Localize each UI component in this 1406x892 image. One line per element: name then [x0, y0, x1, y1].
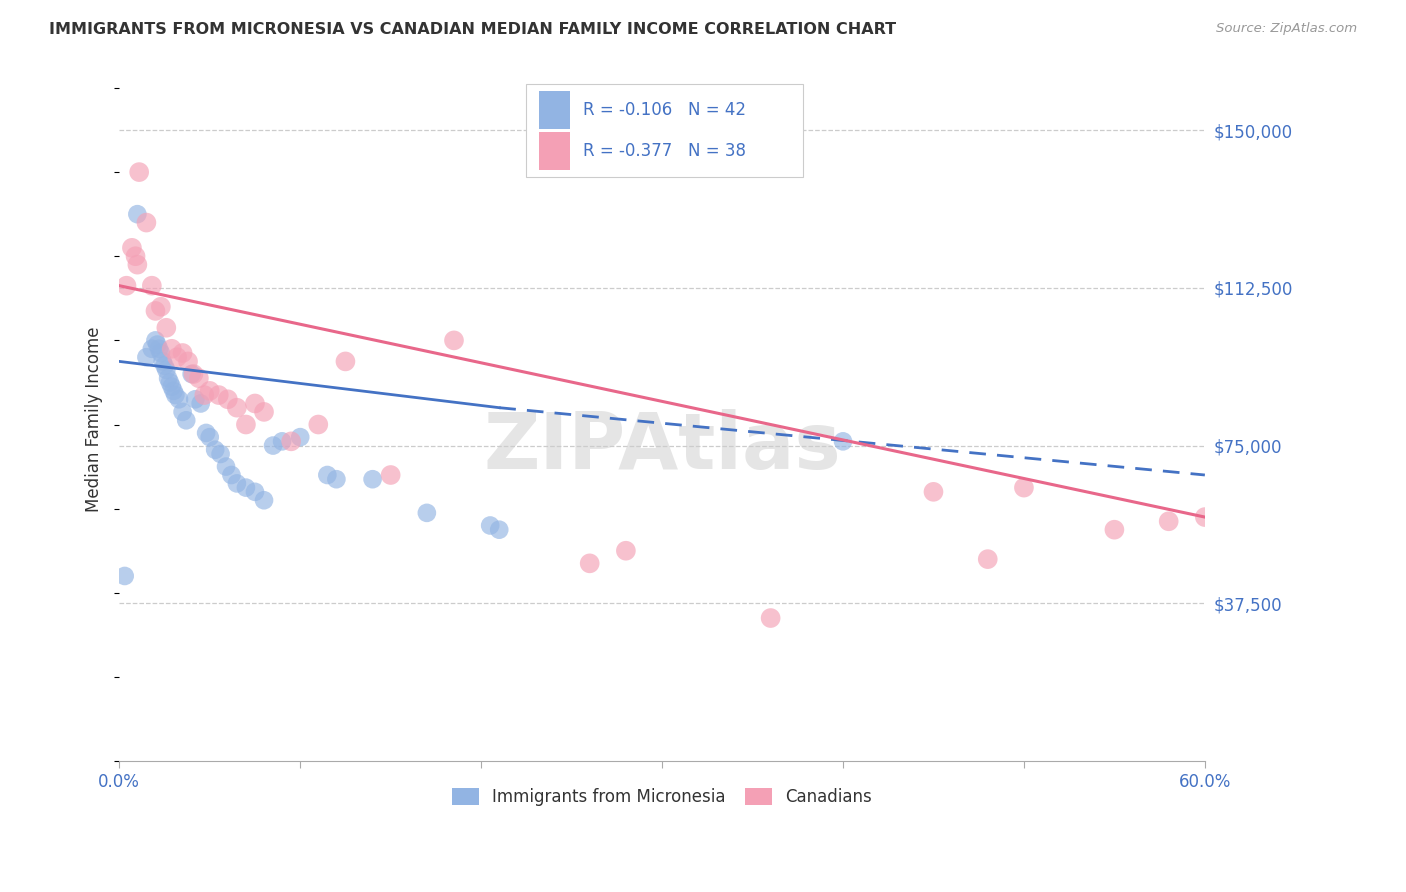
Point [235, 481, 257, 495]
Point [149, 346, 172, 360]
Point [177, 354, 200, 368]
Point [316, 468, 339, 483]
Point [361, 472, 384, 486]
Point [114, 569, 136, 583]
Point [153, 359, 176, 373]
Point [195, 425, 218, 440]
Point [922, 484, 945, 499]
Point [262, 438, 284, 452]
Point [198, 384, 221, 398]
Point [166, 350, 188, 364]
Point [307, 417, 329, 432]
Point [204, 442, 226, 457]
Point [198, 430, 221, 444]
Point [977, 552, 1000, 566]
Point [127, 207, 149, 221]
Point [217, 392, 239, 407]
Point [271, 434, 294, 449]
Point [174, 413, 197, 427]
Point [152, 354, 174, 368]
Point [135, 216, 157, 230]
Point [759, 611, 782, 625]
Point [172, 405, 194, 419]
Point [832, 434, 855, 449]
Point [160, 342, 183, 356]
Point [243, 484, 266, 499]
Point [193, 388, 215, 402]
Point [160, 379, 183, 393]
Point [135, 350, 157, 364]
Point [180, 367, 202, 381]
Point [157, 371, 180, 385]
Point [335, 354, 357, 368]
Point [225, 476, 247, 491]
Point [380, 468, 402, 483]
Point [145, 334, 167, 348]
Point [290, 430, 312, 444]
Point [115, 278, 138, 293]
Point [165, 388, 187, 402]
Point [162, 384, 184, 398]
Text: IMMIGRANTS FROM MICRONESIA VS CANADIAN MEDIAN FAMILY INCOME CORRELATION CHART: IMMIGRANTS FROM MICRONESIA VS CANADIAN M… [49, 22, 897, 37]
FancyBboxPatch shape [540, 91, 569, 129]
Point [614, 543, 637, 558]
Point [488, 523, 510, 537]
Point [221, 468, 243, 483]
Point [124, 249, 146, 263]
Point [155, 320, 177, 334]
Y-axis label: Median Family Income: Median Family Income [86, 326, 103, 512]
Point [159, 376, 181, 390]
Point [1194, 510, 1216, 524]
Point [243, 396, 266, 410]
Point [215, 459, 238, 474]
Point [187, 371, 209, 385]
Text: R = -0.377   N = 38: R = -0.377 N = 38 [583, 142, 745, 160]
Point [141, 342, 163, 356]
Point [155, 363, 177, 377]
FancyBboxPatch shape [540, 132, 569, 169]
Point [208, 388, 231, 402]
Point [235, 417, 257, 432]
Point [184, 392, 207, 407]
Text: ZIPAtlas: ZIPAtlas [484, 409, 841, 484]
Point [149, 300, 172, 314]
Point [325, 472, 347, 486]
Text: Source: ZipAtlas.com: Source: ZipAtlas.com [1216, 22, 1357, 36]
Point [190, 396, 212, 410]
Point [148, 342, 170, 356]
Point [172, 346, 194, 360]
FancyBboxPatch shape [526, 84, 803, 177]
Point [443, 334, 465, 348]
Point [209, 447, 232, 461]
Point [167, 392, 190, 407]
Point [578, 557, 600, 571]
Point [1157, 514, 1180, 528]
Point [146, 337, 169, 351]
Text: R = -0.106   N = 42: R = -0.106 N = 42 [583, 101, 745, 120]
Point [416, 506, 439, 520]
Point [1012, 481, 1035, 495]
Point [121, 241, 143, 255]
Point [128, 165, 150, 179]
Point [479, 518, 502, 533]
Point [280, 434, 302, 449]
Point [145, 304, 167, 318]
Point [253, 405, 276, 419]
Point [141, 278, 163, 293]
Point [225, 401, 247, 415]
Point [127, 258, 149, 272]
Point [183, 367, 205, 381]
Point [1104, 523, 1126, 537]
Legend: Immigrants from Micronesia, Canadians: Immigrants from Micronesia, Canadians [444, 780, 880, 814]
Point [253, 493, 276, 508]
